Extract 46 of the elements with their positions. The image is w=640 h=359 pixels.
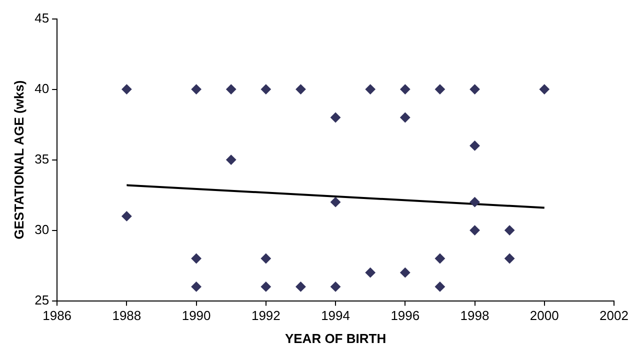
x-tick-label: 2002 (600, 308, 628, 324)
point (470, 225, 480, 236)
y-tick-label: 25 (34, 292, 50, 308)
x-tick-label: 1994 (321, 308, 350, 324)
x-tick-label: 1998 (460, 308, 490, 324)
point (400, 84, 410, 94)
x-tick-label: 1990 (182, 308, 211, 324)
point (330, 112, 341, 122)
point (434, 282, 445, 292)
x-tick-label: 1988 (112, 308, 142, 324)
y-tick-label: 35 (34, 151, 50, 166)
point (226, 84, 236, 94)
point (434, 84, 445, 94)
point (226, 154, 236, 165)
point (260, 254, 271, 264)
point (191, 282, 202, 292)
point (260, 282, 271, 292)
point (191, 84, 202, 94)
y-tick-label: 30 (34, 222, 50, 237)
point (122, 211, 132, 222)
point (470, 140, 480, 151)
point (504, 225, 515, 236)
point (365, 268, 376, 278)
x-tick-label: 1986 (42, 308, 72, 324)
y-tick-label: 45 (34, 10, 50, 26)
x-tick-label: 2000 (530, 308, 559, 324)
point (365, 84, 376, 94)
point (296, 282, 306, 292)
point (122, 84, 132, 94)
point (400, 268, 410, 278)
point (504, 254, 515, 264)
x-tick-label: 1996 (390, 308, 420, 324)
point (296, 84, 306, 94)
point (539, 84, 550, 94)
point (330, 282, 341, 292)
point (470, 197, 480, 208)
y-tick-label: 40 (34, 80, 50, 96)
point (330, 197, 341, 208)
point (260, 84, 271, 94)
point (191, 254, 202, 264)
point (400, 112, 410, 122)
point (470, 84, 480, 94)
x-axis-title: YEAR OF BIRTH (284, 330, 386, 346)
point (434, 254, 445, 264)
x-tick-label: 1992 (251, 308, 280, 324)
y-axis-title: GESTATIONAL AGE (wks) (11, 80, 26, 240)
